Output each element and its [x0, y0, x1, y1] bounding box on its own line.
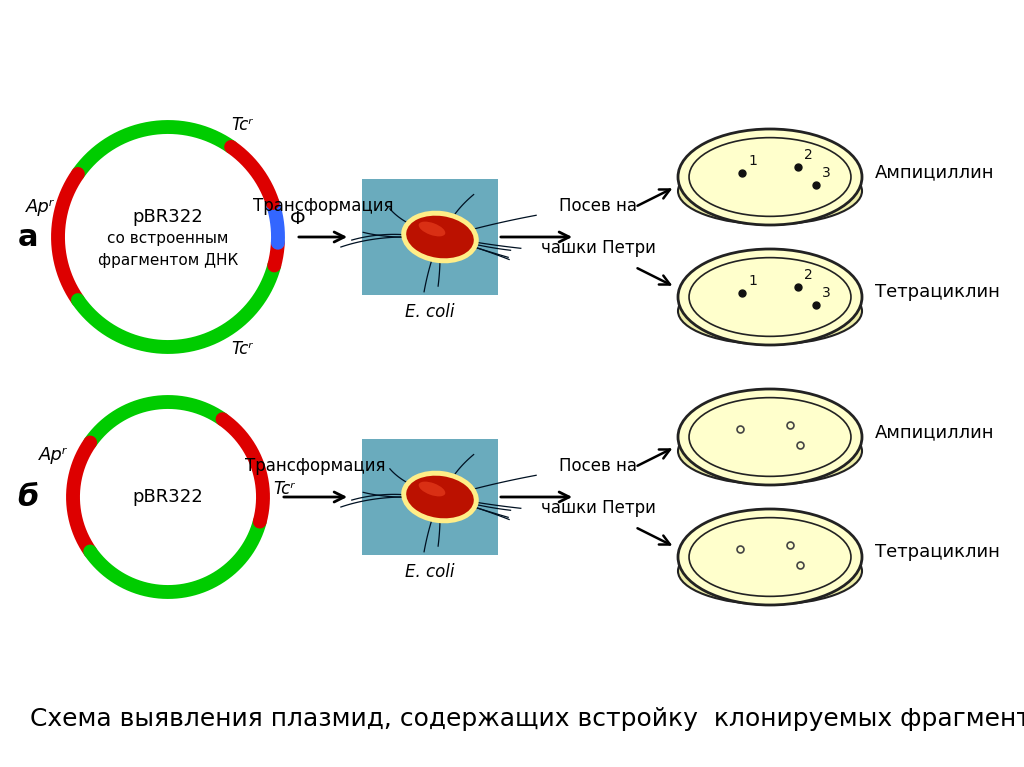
Text: pBR322: pBR322: [133, 488, 204, 506]
Text: Посев на: Посев на: [559, 197, 637, 215]
Text: 1: 1: [748, 274, 757, 288]
Ellipse shape: [678, 249, 862, 345]
Text: со встроенным: со встроенным: [108, 232, 228, 246]
Ellipse shape: [407, 476, 474, 518]
Text: Apʳ: Apʳ: [39, 446, 68, 464]
FancyBboxPatch shape: [362, 439, 498, 555]
FancyBboxPatch shape: [362, 179, 498, 295]
Ellipse shape: [678, 538, 862, 604]
Text: Ампициллин: Ампициллин: [874, 423, 994, 441]
Text: Посев на: Посев на: [559, 457, 637, 475]
Text: Тетрациклин: Тетрациклин: [874, 543, 999, 561]
Ellipse shape: [678, 389, 862, 485]
Ellipse shape: [407, 216, 474, 258]
Text: Tcʳ: Tcʳ: [231, 116, 253, 133]
Text: 2: 2: [804, 268, 813, 282]
Ellipse shape: [678, 278, 862, 344]
Text: Tcʳ: Tcʳ: [273, 480, 295, 498]
Text: Трансформация: Трансформация: [253, 197, 393, 215]
Text: Трансформация: Трансформация: [246, 457, 386, 475]
Text: Ампициллин: Ампициллин: [874, 163, 994, 181]
Ellipse shape: [678, 417, 862, 485]
Text: фрагментом ДНК: фрагментом ДНК: [98, 254, 239, 268]
Text: pBR322: pBR322: [133, 208, 204, 226]
Text: 2: 2: [804, 148, 813, 162]
Text: чашки Петри: чашки Петри: [541, 239, 655, 257]
Text: Ф: Ф: [290, 210, 305, 228]
Ellipse shape: [401, 471, 479, 523]
Text: 3: 3: [822, 166, 830, 180]
Ellipse shape: [419, 482, 445, 496]
Ellipse shape: [419, 222, 445, 236]
Text: E. coli: E. coli: [406, 303, 455, 321]
Text: E. coli: E. coli: [406, 563, 455, 581]
Text: чашки Петри: чашки Петри: [541, 499, 655, 517]
Text: Tcʳ: Tcʳ: [231, 341, 253, 358]
Ellipse shape: [678, 129, 862, 225]
Text: 1: 1: [748, 154, 757, 168]
Ellipse shape: [401, 211, 479, 263]
Text: б: б: [17, 482, 39, 512]
Text: 3: 3: [822, 286, 830, 300]
Text: Apʳ: Apʳ: [26, 198, 54, 216]
Text: Схема выявления плазмид, содержащих встройку  клонируемых фрагментов ДНК: Схема выявления плазмид, содержащих встр…: [30, 707, 1024, 731]
Text: Тетрациклин: Тетрациклин: [874, 283, 999, 301]
Text: а: а: [17, 222, 38, 252]
Ellipse shape: [678, 157, 862, 225]
Ellipse shape: [678, 509, 862, 605]
